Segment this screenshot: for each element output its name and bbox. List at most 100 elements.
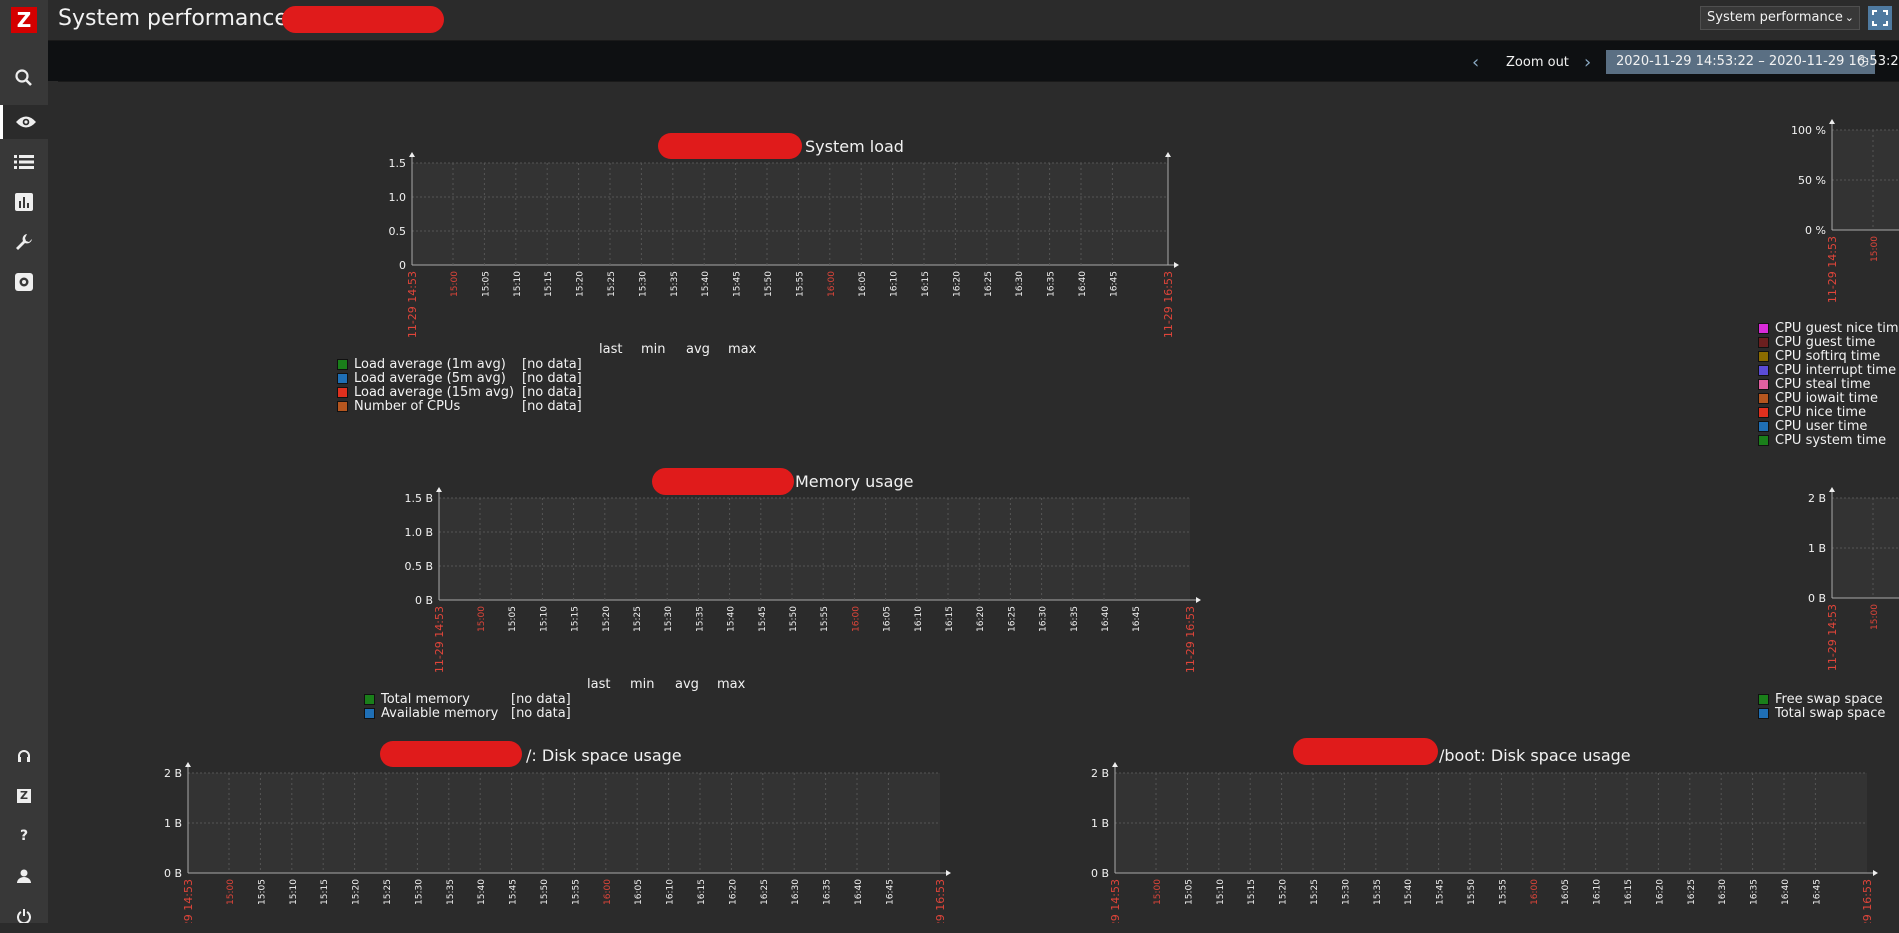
y-axis-arrow <box>1165 152 1171 157</box>
y-tick-label: 100 % <box>1791 124 1826 137</box>
disk-boot-graph[interactable]: 2 B 1 B 0 B11-29 14:53 15:00 15:05 15:10 15:15… <box>1067 755 1899 923</box>
y-axis-arrow <box>185 762 191 767</box>
legend-label: CPU steal time <box>1775 377 1871 392</box>
x-tick-label: 15:50 <box>789 606 799 632</box>
y-tick-label: 2 B <box>164 767 182 780</box>
zoom-out-button[interactable]: Zoom out <box>1506 55 1569 70</box>
time-range-button[interactable]: 2020-11-29 14:53:22 – 2020-11-29 16:53:2… <box>1606 50 1899 74</box>
x-tick-label: 16:15 <box>921 271 931 297</box>
y-tick-label: 1 B <box>1091 817 1109 830</box>
x-tick-label: 16:10 <box>890 271 900 297</box>
x-tick-label: 16:10 <box>1593 879 1603 905</box>
time-next-icon[interactable]: › <box>1584 52 1592 73</box>
user-icon[interactable] <box>0 859 48 893</box>
legend-swatch <box>1758 323 1769 334</box>
legend-item: CPU guest time <box>1758 335 1875 350</box>
fullscreen-button[interactable] <box>1868 6 1892 30</box>
legend-swatch <box>337 373 348 384</box>
x-tick-label: 15:05 <box>508 606 518 632</box>
legend-swatch <box>364 694 375 705</box>
x-tick-label: 16:45 <box>1109 271 1119 297</box>
x-tick-label: 16:35 <box>1070 606 1080 632</box>
memory-graph[interactable]: 1.5 B 1.0 B 0.5 B 0 B11-29 14:53 15:00 15:05 1… <box>380 480 1210 680</box>
y-tick-label: 1.0 <box>389 191 407 204</box>
legend-value: [no data] <box>522 385 582 400</box>
x-tick-label: 16:25 <box>760 879 770 905</box>
x-tick-label: 16:40 <box>1781 879 1791 905</box>
time-prev-icon[interactable]: ‹ <box>1472 52 1480 73</box>
redacted-host <box>658 133 802 159</box>
x-tick-label: 15:10 <box>513 271 523 297</box>
page-title: System performance on <box>58 6 323 31</box>
x-tick-label: 16:00 <box>603 879 613 905</box>
help-icon[interactable]: ? <box>0 819 48 853</box>
legend-label: CPU iowait time <box>1775 391 1878 406</box>
redacted-host <box>1293 738 1438 765</box>
y-tick-label: 1 B <box>1808 542 1826 555</box>
sidebar: Z Z ? <box>0 0 48 923</box>
y-tick-label: 0 B <box>164 867 182 880</box>
x-tick-label: 15:40 <box>727 606 737 632</box>
x-tick-label: 16:35 <box>1750 879 1760 905</box>
redacted-host <box>282 6 444 33</box>
view-select[interactable]: System performance ⌄ <box>1700 6 1860 30</box>
x-tick-label: 15:25 <box>383 879 393 905</box>
x-tick-label: 16:40 <box>1101 606 1111 632</box>
legend-swatch <box>1758 435 1769 446</box>
system-load-graph[interactable]: 1.51.51.01.00.50.50011-29 14:5315:0015:0… <box>350 145 1180 345</box>
legend-label: Total swap space <box>1775 706 1886 721</box>
time-range-text: 2020-11-29 14:53:22 – 2020-11-29 16:53:2… <box>1616 54 1899 69</box>
x-tick-label: 15:35 <box>446 879 456 905</box>
x-tick-label: 15:00 <box>1870 604 1880 630</box>
y-tick-label: 0.5 <box>389 225 407 238</box>
legend-value: [no data] <box>522 399 582 414</box>
y-tick-label: 1.5 B <box>404 492 433 505</box>
disk-root-graph[interactable]: 2 B 1 B 0 B11-29 14:53 15:00 15:05 15:10 15:15… <box>140 755 960 923</box>
x-tick-label: 16:10 <box>914 606 924 632</box>
legend-swatch <box>1758 337 1769 348</box>
legend-item: Total memory <box>364 692 470 707</box>
x-tick-label: 15:00 <box>1870 236 1880 262</box>
headset-icon[interactable] <box>0 739 48 773</box>
x-tick-label: 11-29 14:53 <box>406 271 419 338</box>
power-icon[interactable] <box>0 899 48 933</box>
x-tick-label: 15:30 <box>664 606 674 632</box>
eye-icon[interactable] <box>0 105 48 139</box>
x-tick-label: 15:05 <box>481 271 491 297</box>
zabbix-share-label: Z <box>17 789 31 803</box>
legend-item: CPU user time <box>1758 419 1867 434</box>
y-tick-label: 1.0 B <box>404 526 433 539</box>
y-axis-arrow <box>436 487 442 492</box>
gear-icon[interactable] <box>0 265 48 299</box>
x-tick-label: 15:40 <box>701 271 711 297</box>
wrench-icon[interactable] <box>0 225 48 259</box>
x-tick-label: 16:45 <box>885 879 895 905</box>
x-tick-label: 16:25 <box>984 271 994 297</box>
bar-chart-icon[interactable] <box>0 185 48 219</box>
legend-item: CPU interrupt time <box>1758 363 1896 378</box>
x-tick-label: 16:15 <box>945 606 955 632</box>
x-tick-label: 15:25 <box>633 606 643 632</box>
search-icon[interactable] <box>0 61 48 95</box>
x-tick-label: 15:45 <box>509 879 519 905</box>
legend-label: Load average (15m avg) <box>354 385 515 400</box>
x-tick-label: 11-29 14:53 <box>1826 604 1839 671</box>
zabbix-share-icon[interactable]: Z <box>0 779 48 813</box>
x-tick-label: 15:20 <box>602 606 612 632</box>
y-tick-label: 2 B <box>1808 492 1826 505</box>
x-tick-label: 16:20 <box>976 606 986 632</box>
x-tick-label: 15:15 <box>320 879 330 905</box>
x-tick-label: 16:30 <box>1718 879 1728 905</box>
swap-graph[interactable]: 2 B 1 B 0 B11-29 14:53 15:00 <box>1770 480 1899 680</box>
y-tick-label: 0 B <box>415 594 433 607</box>
legend-label: Free swap space <box>1775 692 1883 707</box>
help-label: ? <box>19 828 29 844</box>
x-tick-label: 15:35 <box>695 606 705 632</box>
x-tick-label: 16:00 <box>851 606 861 632</box>
legend-label: Number of CPUs <box>354 399 461 414</box>
zabbix-logo[interactable]: Z <box>11 7 37 33</box>
legend-item: CPU iowait time <box>1758 391 1878 406</box>
cpu-graph[interactable]: 100 % 50 % 0 %11-29 14:53 15:00 <box>1770 112 1899 342</box>
x-tick-label: 15:20 <box>352 879 362 905</box>
list-icon[interactable] <box>0 145 48 179</box>
